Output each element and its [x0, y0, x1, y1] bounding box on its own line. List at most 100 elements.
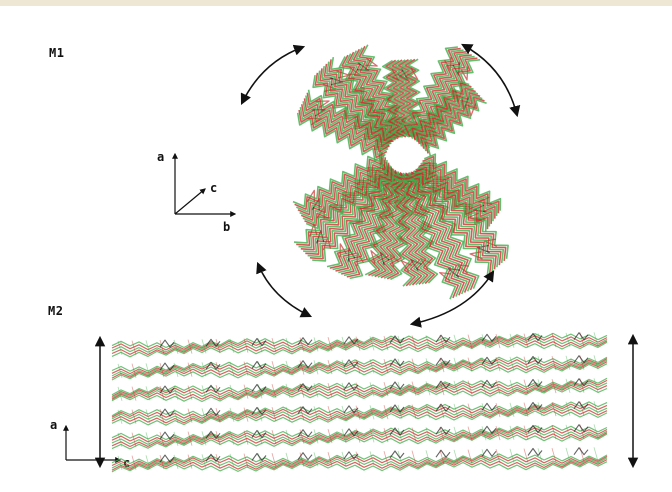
m2-comb [453, 426, 459, 441]
m2-accent [481, 379, 497, 388]
m2-comb [411, 427, 417, 442]
m2-comb [425, 404, 431, 419]
m2-comb [159, 431, 165, 447]
m2-comb [565, 355, 571, 370]
m2-comb [425, 450, 431, 465]
m2-accent [251, 383, 267, 393]
m2-comb [467, 449, 473, 464]
m1-chain [395, 173, 420, 286]
m2-comb [369, 336, 375, 351]
m2-accent [159, 454, 175, 463]
m2-chain [111, 363, 608, 381]
m2-accent [527, 355, 543, 365]
m2-comb [341, 451, 347, 467]
m1-chain [404, 47, 461, 138]
m2-comb [243, 384, 249, 399]
m2-chain [111, 341, 608, 358]
m1-chain [411, 82, 472, 140]
m2-comb [229, 361, 235, 377]
m2-comb [593, 355, 599, 370]
m2-comb [565, 378, 571, 393]
m1-chain [408, 175, 495, 272]
m1-chain [329, 163, 390, 269]
m1-chain [413, 169, 491, 227]
m2-accent [573, 424, 589, 433]
m2-accent [343, 405, 359, 414]
m2-accent [527, 447, 543, 457]
m2-comb [355, 451, 361, 466]
m2-comb [551, 447, 557, 463]
m1-rotation-arrow-bottom-right [409, 270, 495, 328]
m1-chain [364, 168, 394, 276]
m2-comb [215, 384, 221, 400]
m2-accent [389, 358, 405, 367]
m2-chain [111, 405, 608, 422]
m2-comb [481, 334, 487, 349]
m2-comb [159, 454, 165, 470]
m2-comb [299, 337, 305, 352]
m2-accent [435, 403, 451, 412]
m2-comb [173, 385, 179, 401]
m2-comb [509, 333, 515, 348]
m2-comb [537, 425, 543, 440]
m2-comb [453, 449, 459, 464]
m2-comb [383, 381, 389, 397]
m2-comb [425, 427, 431, 442]
m2-accent [527, 332, 543, 342]
m1-chain [411, 171, 489, 230]
m2-axis-label-c: c [123, 456, 131, 470]
m2-accent [527, 424, 543, 434]
m1-chain [389, 174, 413, 287]
m2-comb [425, 358, 431, 373]
m2-comb [369, 428, 375, 443]
m1-chain [404, 58, 420, 138]
m2-comb [243, 407, 249, 422]
m2-comb [565, 401, 571, 416]
m2-comb [243, 430, 249, 445]
m1-chain [409, 174, 487, 232]
m1-axis-label-c: c [210, 181, 218, 195]
m2-comb [271, 360, 277, 376]
m2-comb [271, 452, 277, 468]
m2-accent [573, 355, 589, 364]
m2-accent [389, 381, 405, 390]
m2-accent [573, 378, 589, 387]
m2-comb [285, 360, 291, 376]
m2-comb [355, 428, 361, 443]
m2-comb [523, 333, 529, 348]
m2-comb [467, 334, 473, 349]
m2-comb [509, 379, 515, 394]
m2-comb [173, 431, 179, 447]
m2-accent [389, 335, 405, 344]
m2-comb [215, 338, 221, 354]
m2-comb [313, 429, 319, 444]
m2-comb [313, 452, 319, 467]
m2-comb [313, 337, 319, 352]
m2-comb [117, 386, 123, 402]
m2-chain [111, 358, 608, 375]
m2-chain [111, 453, 608, 465]
m2-chain [111, 455, 608, 467]
m2-axis-triad [63, 424, 122, 463]
m2-accent [297, 337, 313, 346]
m2-comb [593, 401, 599, 416]
m2-comb [495, 379, 501, 395]
m2-chain [111, 335, 608, 351]
m2-comb [159, 408, 165, 424]
m2-comb [523, 356, 529, 371]
m2-chain [111, 408, 608, 424]
m2-comb [355, 336, 361, 351]
m2-comb [509, 448, 515, 463]
m2-comb [159, 385, 165, 401]
m1-axis-label-a: a [157, 150, 165, 164]
m2-comb [327, 336, 333, 352]
m2-comb [173, 454, 179, 470]
m2-comb [537, 333, 543, 348]
m2-comb [117, 340, 123, 356]
m2-comb [551, 424, 557, 440]
m2-comb [467, 357, 473, 372]
m2-accent [251, 452, 267, 462]
m2-comb [369, 382, 375, 397]
m2-comb [439, 380, 445, 396]
m1-chain [371, 170, 400, 277]
